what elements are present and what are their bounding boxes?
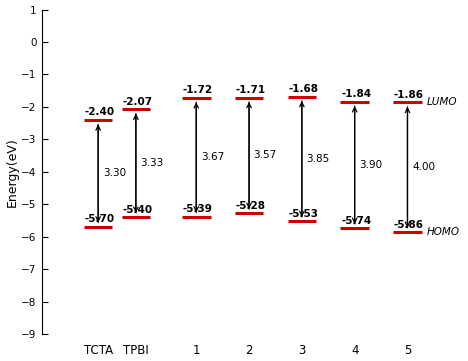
Text: -5.86: -5.86 — [394, 219, 424, 230]
Text: 3.30: 3.30 — [102, 169, 126, 178]
Text: 3.67: 3.67 — [201, 152, 224, 162]
Text: 1: 1 — [192, 344, 200, 357]
Text: 3.90: 3.90 — [359, 160, 382, 170]
Text: 4: 4 — [351, 344, 358, 357]
Text: -1.71: -1.71 — [235, 85, 265, 95]
Text: -2.07: -2.07 — [122, 97, 153, 106]
Text: -1.72: -1.72 — [183, 85, 213, 95]
Text: -1.68: -1.68 — [288, 84, 318, 94]
Text: -1.84: -1.84 — [341, 89, 371, 99]
Text: 3: 3 — [298, 344, 306, 357]
Text: 2: 2 — [245, 344, 253, 357]
Text: LUMO: LUMO — [426, 97, 457, 107]
Text: 3.57: 3.57 — [254, 151, 277, 160]
Text: HOMO: HOMO — [426, 227, 459, 237]
Text: -5.39: -5.39 — [183, 204, 212, 214]
Text: TCTA: TCTA — [84, 344, 113, 357]
Text: -5.28: -5.28 — [235, 201, 265, 211]
Text: TPBI: TPBI — [123, 344, 149, 357]
Text: -5.70: -5.70 — [85, 214, 115, 225]
Text: 4.00: 4.00 — [412, 162, 435, 172]
Y-axis label: Energy(eV): Energy(eV) — [6, 137, 19, 207]
Text: -2.40: -2.40 — [85, 107, 115, 117]
Text: -5.53: -5.53 — [288, 209, 318, 219]
Text: -5.74: -5.74 — [341, 216, 371, 226]
Text: -5.40: -5.40 — [122, 205, 153, 215]
Text: 3.33: 3.33 — [140, 158, 164, 168]
Text: 5: 5 — [404, 344, 411, 357]
Text: 3.85: 3.85 — [307, 154, 329, 164]
Text: -1.86: -1.86 — [394, 90, 424, 100]
